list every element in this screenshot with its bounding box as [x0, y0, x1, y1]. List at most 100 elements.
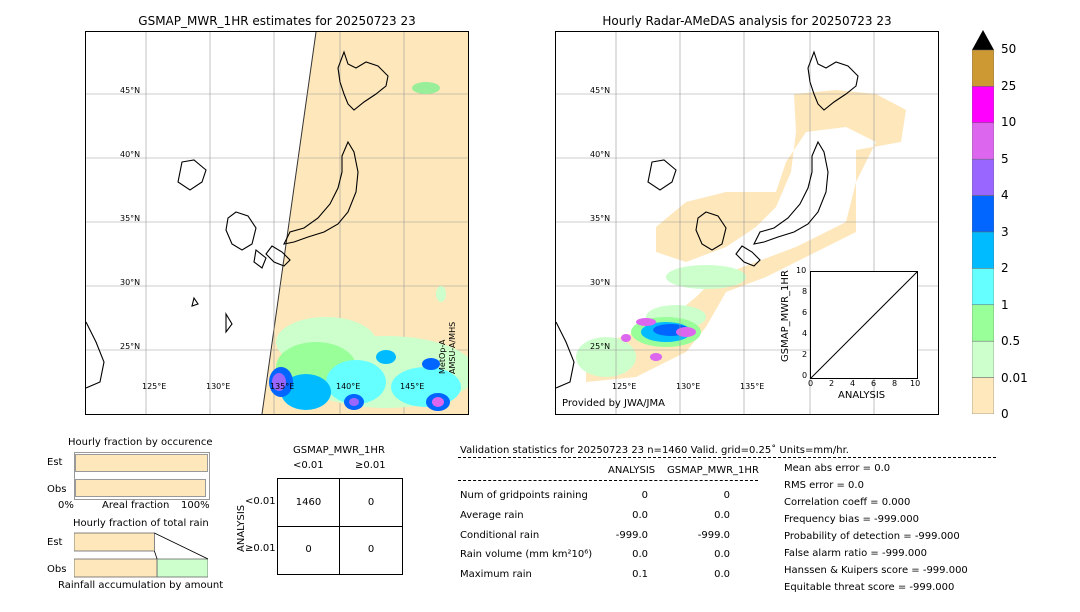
colorbar-segment	[971, 377, 995, 415]
validation-gsmap-value: 0	[723, 490, 730, 501]
amount-obs-bar-remainder	[156, 558, 209, 578]
swath-edge	[261, 32, 317, 414]
lat-label: 35°N	[120, 214, 141, 223]
colorbar-segment	[971, 340, 995, 378]
colorbar-label: 1	[1001, 298, 1009, 312]
validation-analysis-value: 0	[641, 490, 648, 501]
lat-label: 25°N	[120, 342, 141, 351]
occurrence-chart	[74, 452, 210, 500]
colorbar-label: 0	[1001, 407, 1009, 421]
diagonal-line	[811, 272, 917, 378]
colorbar-segment	[971, 86, 995, 124]
colorbar-label: 4	[1001, 188, 1009, 202]
coastline	[86, 50, 389, 389]
validation-gsmap-value: 0.0	[714, 569, 730, 580]
lat-label: 25°N	[590, 342, 611, 351]
contingency-table: 1460 0 0 0	[277, 478, 403, 575]
validation-col-analysis: ANALYSIS	[608, 465, 656, 476]
inset-ytick: 4	[802, 329, 808, 338]
lat-label: 30°N	[120, 278, 141, 287]
colorbar-label: 50	[1001, 42, 1017, 56]
lat-label: 40°N	[590, 150, 611, 159]
lat-label: 40°N	[120, 150, 141, 159]
contingency-col-ge: ≥0.01	[355, 460, 386, 471]
lat-label: 45°N	[590, 86, 611, 95]
occurrence-est-bar	[75, 454, 208, 472]
lat-label: 45°N	[120, 86, 141, 95]
colorbar-canvas	[971, 30, 995, 415]
validation-col-gsmap: GSMAP_MWR_1HR	[667, 465, 759, 476]
validation-analysis-value: 0.1	[632, 569, 648, 580]
validation-header: Validation statistics for 20250723 23 n=…	[460, 445, 849, 456]
contingency-cell: 0	[367, 544, 375, 555]
amount-est-bar	[73, 532, 155, 552]
lat-label: 30°N	[590, 278, 611, 287]
score-frequency-bias: Frequency bias = -999.000	[784, 514, 919, 525]
colorbar-segment	[971, 49, 995, 87]
inset-canvas	[811, 272, 917, 378]
validation-row-label: Conditional rain	[460, 530, 540, 541]
amount-title: Hourly fraction of total rain	[73, 518, 209, 529]
inset-plot	[810, 271, 918, 379]
left-map-title: GSMAP_MWR_1HR estimates for 20250723 23	[138, 14, 416, 28]
inset-xlabel: ANALYSIS	[838, 390, 886, 401]
occurrence-est-label: Est	[47, 457, 63, 468]
colorbar-label: 10	[1001, 115, 1017, 129]
inset-ytick: 6	[802, 308, 808, 317]
contingency-col-lt: <0.01	[293, 460, 324, 471]
lon-label: 125°E	[612, 382, 637, 391]
colorbar-label: 25	[1001, 79, 1017, 93]
inset-xtick: 4	[850, 379, 856, 388]
colorbar-segment	[971, 158, 995, 196]
amount-obs-bar	[73, 558, 158, 578]
right-map-title: Hourly Radar-AMeDAS analysis for 2025072…	[602, 14, 892, 28]
inset-xtick: 2	[829, 379, 835, 388]
amount-connector	[154, 550, 158, 560]
lon-label: 140°E	[336, 382, 361, 391]
score-rms: RMS error = 0.0	[784, 480, 864, 491]
validation-divider	[458, 480, 758, 481]
contingency-cell: 0	[305, 544, 312, 555]
occurrence-axis-label: Areal fraction	[102, 500, 170, 511]
validation-analysis-value: -999.0	[615, 530, 648, 541]
colorbar-segment	[971, 231, 995, 269]
score-hk: Hanssen & Kuipers score = -999.000	[784, 565, 968, 576]
contingency-row-lt: <0.01	[245, 496, 276, 507]
inset-ytick: 8	[802, 287, 808, 296]
lon-label: 135°E	[270, 382, 295, 391]
amount-obs-label: Obs	[47, 564, 67, 575]
right-map: 45°N 40°N 35°N 30°N 25°N 125°E 130°E 135…	[555, 31, 939, 415]
score-ets: Equitable threat score = -999.000	[784, 582, 955, 593]
occurrence-obs-bar	[75, 479, 207, 497]
left-map: 45°N 40°N 35°N 30°N 25°N 125°E 130°E 135…	[85, 31, 469, 415]
inset-xtick: 6	[871, 379, 877, 388]
colorbar-segment	[971, 304, 995, 342]
validation-divider	[458, 457, 996, 458]
colorbar-label: 0.01	[1001, 371, 1028, 385]
score-mae: Mean abs error = 0.0	[784, 463, 891, 474]
lat-label: 35°N	[590, 214, 611, 223]
validation-gsmap-value: 0.0	[714, 510, 730, 521]
colorbar	[971, 30, 995, 415]
validation-analysis-value: 0.0	[632, 549, 648, 560]
credit-label: Provided by JWA/JMA	[562, 398, 665, 409]
lon-label: 130°E	[676, 382, 701, 391]
colorbar-segment	[971, 122, 995, 160]
inset-xtick: 8	[892, 379, 898, 388]
satellite-label: MetOp-A AMSU-A/MHS	[438, 321, 457, 374]
lon-label: 125°E	[142, 382, 167, 391]
inset-xtick: 10	[910, 379, 921, 388]
lon-label: 135°E	[740, 382, 765, 391]
validation-analysis-value: 0.0	[632, 510, 648, 521]
colorbar-label: 5	[1001, 152, 1009, 166]
colorbar-segment	[971, 195, 995, 233]
lon-label: 145°E	[400, 382, 425, 391]
lon-label: 130°E	[206, 382, 231, 391]
score-correlation: Correlation coeff = 0.000	[784, 497, 911, 508]
inset-ytick: 2	[802, 350, 808, 359]
occurrence-axis-left: 0%	[58, 500, 74, 511]
amount-chart	[73, 532, 209, 578]
left-map-canvas	[86, 32, 468, 414]
contingency-title: GSMAP_MWR_1HR	[293, 445, 385, 456]
validation-row-label: Rain volume (mm km²10⁶)	[460, 549, 593, 560]
